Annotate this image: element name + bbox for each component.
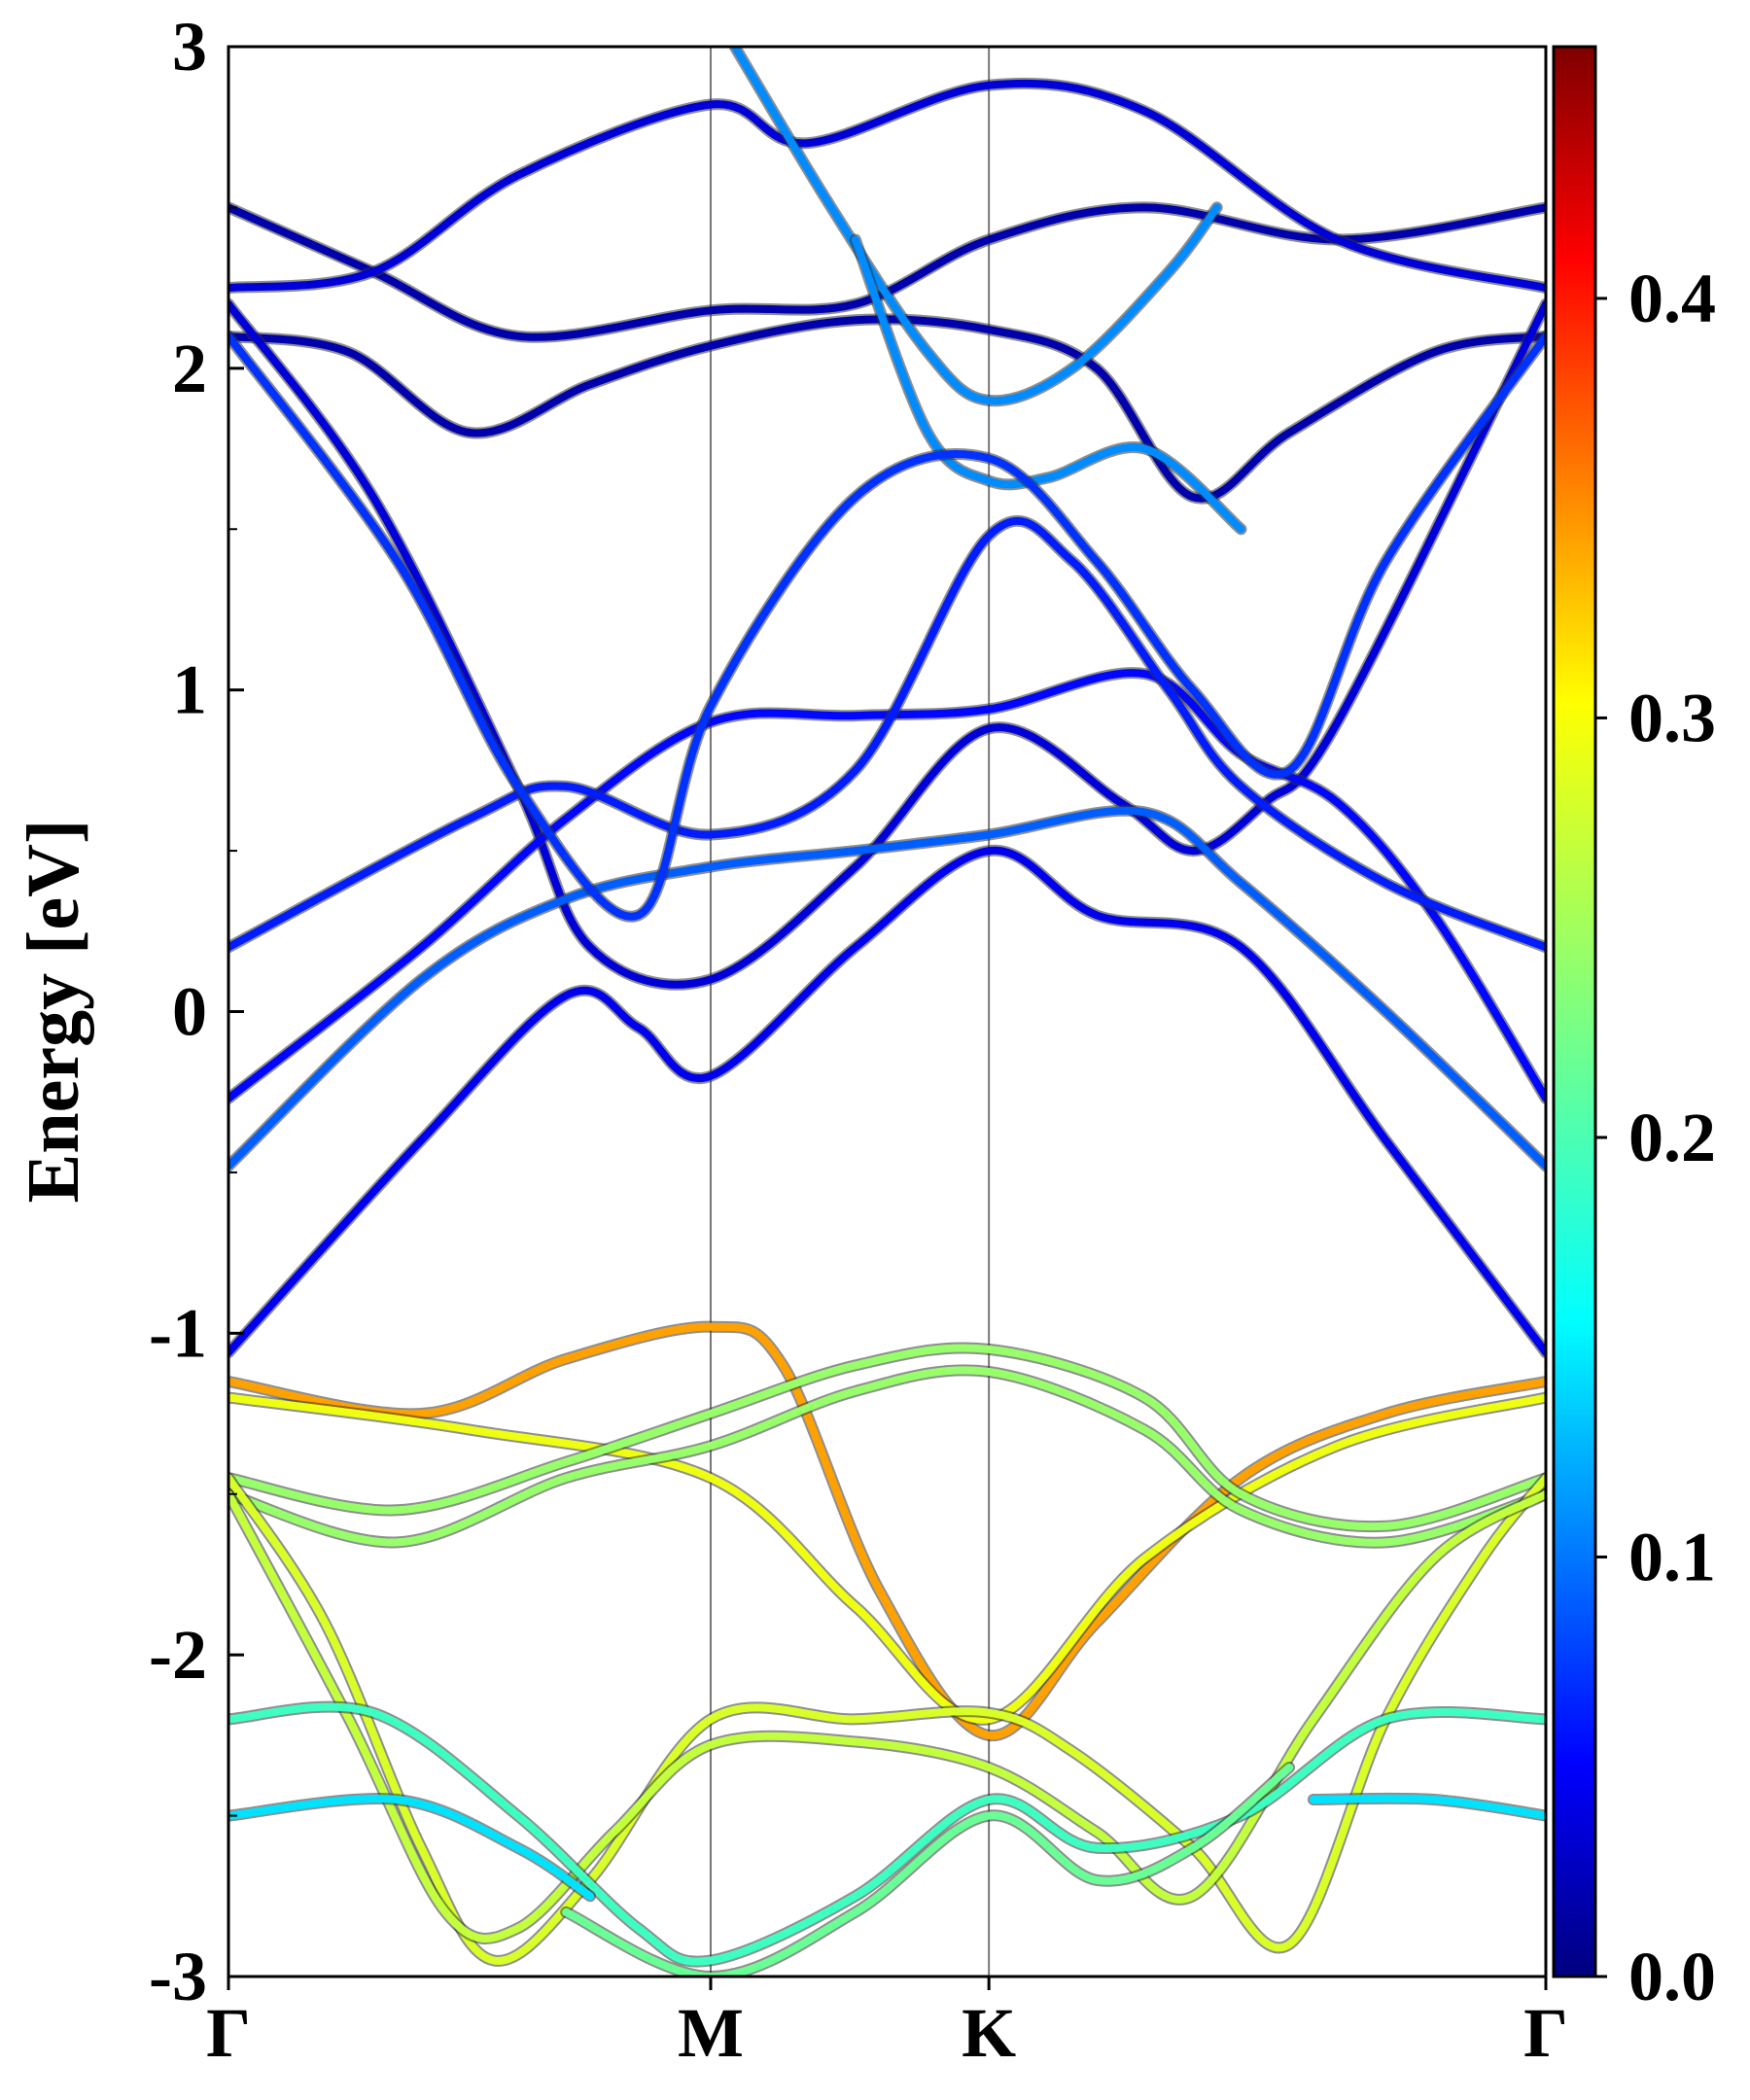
band-line (228, 1474, 1546, 1965)
bands-layer (228, 47, 1546, 1977)
colorbar-gradient (1552, 45, 1597, 1978)
band-line (228, 1489, 1546, 1942)
band-line (228, 1702, 1546, 1966)
x-tick-label: Γ (1523, 1994, 1568, 2072)
colorbar-tick-label: 0.2 (1628, 1099, 1716, 1176)
band-line (228, 1795, 594, 1901)
band-line (228, 1393, 1546, 1724)
y-axis-label: Energy [eV] (13, 820, 94, 1204)
band-line (1309, 1794, 1546, 1820)
x-tick-label: Γ (206, 1994, 251, 2072)
y-tick-label: 1 (172, 651, 207, 729)
band-line (228, 315, 1546, 503)
band-line (730, 47, 1221, 405)
y-tick-label: 2 (172, 330, 207, 407)
kpoint-lines (709, 47, 991, 1977)
y-axis-ticks: 3 2 1 0 -1 -2 -3 (149, 8, 244, 2015)
y-tick-label: 0 (172, 973, 207, 1051)
band-line (228, 1366, 1546, 1547)
band-line (228, 1344, 1546, 1531)
y-tick-label: -2 (149, 1616, 207, 1694)
colorbar-tick-label: 0.4 (1628, 260, 1716, 337)
band-line (228, 516, 1546, 952)
band-line (228, 806, 1546, 1171)
colorbar-tick-label: 0.0 (1628, 1938, 1716, 2015)
band-line (228, 846, 1546, 1357)
band-line (228, 669, 1546, 1102)
x-tick-label: M (678, 1994, 744, 2072)
band-line (228, 79, 1546, 293)
colorbar-tick-label: 0.3 (1628, 679, 1716, 756)
y-tick-label: -3 (149, 1938, 207, 2015)
y-tick-label: 3 (172, 8, 207, 86)
x-tick-label: K (962, 1994, 1016, 2072)
colorbar-tick-label: 0.1 (1628, 1518, 1716, 1595)
band-line (851, 235, 1245, 534)
band-line (228, 332, 1546, 921)
y-tick-label: -1 (149, 1294, 207, 1372)
band-line (228, 1322, 1546, 1739)
colorbar-ticks: 0.0 0.1 0.2 0.3 0.4 (1595, 260, 1716, 2015)
band-line (228, 203, 1546, 341)
plot-background (228, 47, 1546, 1977)
